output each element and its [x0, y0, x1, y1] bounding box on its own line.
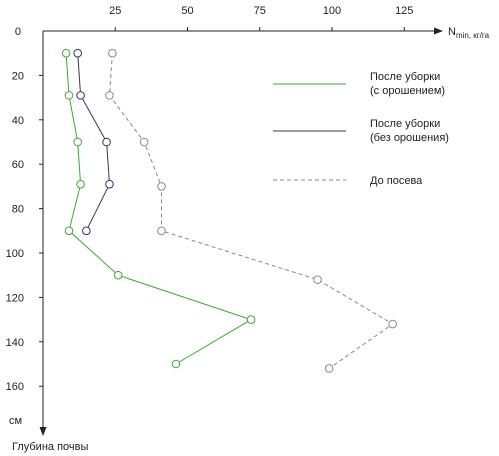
- data-point: [313, 275, 322, 284]
- axes: [39, 27, 443, 436]
- data-point: [105, 91, 114, 100]
- x-axis-label-sub: min: [456, 31, 469, 40]
- data-point: [108, 48, 117, 58]
- y-axis-unit-label: см: [9, 415, 22, 427]
- data-point: [64, 226, 74, 236]
- y-tick-label: 40: [12, 115, 24, 127]
- data-point: [82, 226, 91, 236]
- data-point: [388, 319, 397, 329]
- origin-label: 0: [15, 26, 21, 38]
- x-axis-label-unit: , кг/га: [469, 31, 490, 40]
- series-group: [61, 48, 397, 373]
- data-point: [76, 179, 85, 189]
- x-tick-label: 125: [395, 5, 413, 17]
- data-point: [113, 270, 123, 280]
- series-line-1: [65, 53, 253, 365]
- data-point: [73, 137, 82, 147]
- data-point: [157, 182, 166, 191]
- data-point: [76, 91, 85, 100]
- data-point: [139, 137, 149, 147]
- data-point: [64, 91, 74, 100]
- series-line-3: [108, 53, 394, 369]
- y-tick-label: 160: [6, 381, 24, 393]
- data-point: [171, 359, 181, 369]
- tick-labels: 0 25 50 75 100 125 Nmin, кг/га 20 40 60 80 100 120 14…: [6, 5, 490, 453]
- legend-label: (без орошения): [370, 132, 449, 144]
- y-tick-label: 80: [12, 204, 24, 216]
- x-tick-label: 25: [109, 5, 121, 17]
- data-point: [246, 315, 256, 324]
- y-tick-label: 140: [6, 337, 24, 349]
- x-tick-label: 75: [254, 5, 266, 17]
- legend-label: После уборки: [370, 118, 440, 130]
- y-tick-label: 120: [6, 292, 24, 304]
- x-axis-label-main: N: [448, 26, 456, 38]
- data-point: [105, 179, 114, 189]
- data-point: [73, 48, 82, 58]
- x-tick-label: 50: [181, 5, 193, 17]
- x-tick-label: 100: [323, 5, 341, 17]
- y-axis-label: Глубина почвы: [12, 441, 88, 453]
- y-tick-label: 60: [12, 159, 24, 171]
- legend: После уборки (с орошением) После уборки (бе…: [273, 71, 449, 187]
- y-axis-arrow: [39, 427, 47, 436]
- legend-label: До посева: [370, 175, 423, 187]
- data-point: [61, 48, 71, 58]
- y-tick-label: 100: [6, 248, 24, 260]
- y-tick-label: 20: [12, 70, 24, 82]
- x-axis-label: Nmin, кг/га: [448, 26, 490, 40]
- data-point: [102, 137, 111, 147]
- data-point: [324, 364, 334, 373]
- x-axis-arrow: [434, 27, 443, 35]
- legend-label: (с орошением): [370, 85, 445, 97]
- data-point: [157, 226, 166, 236]
- legend-label: После уборки: [370, 71, 440, 83]
